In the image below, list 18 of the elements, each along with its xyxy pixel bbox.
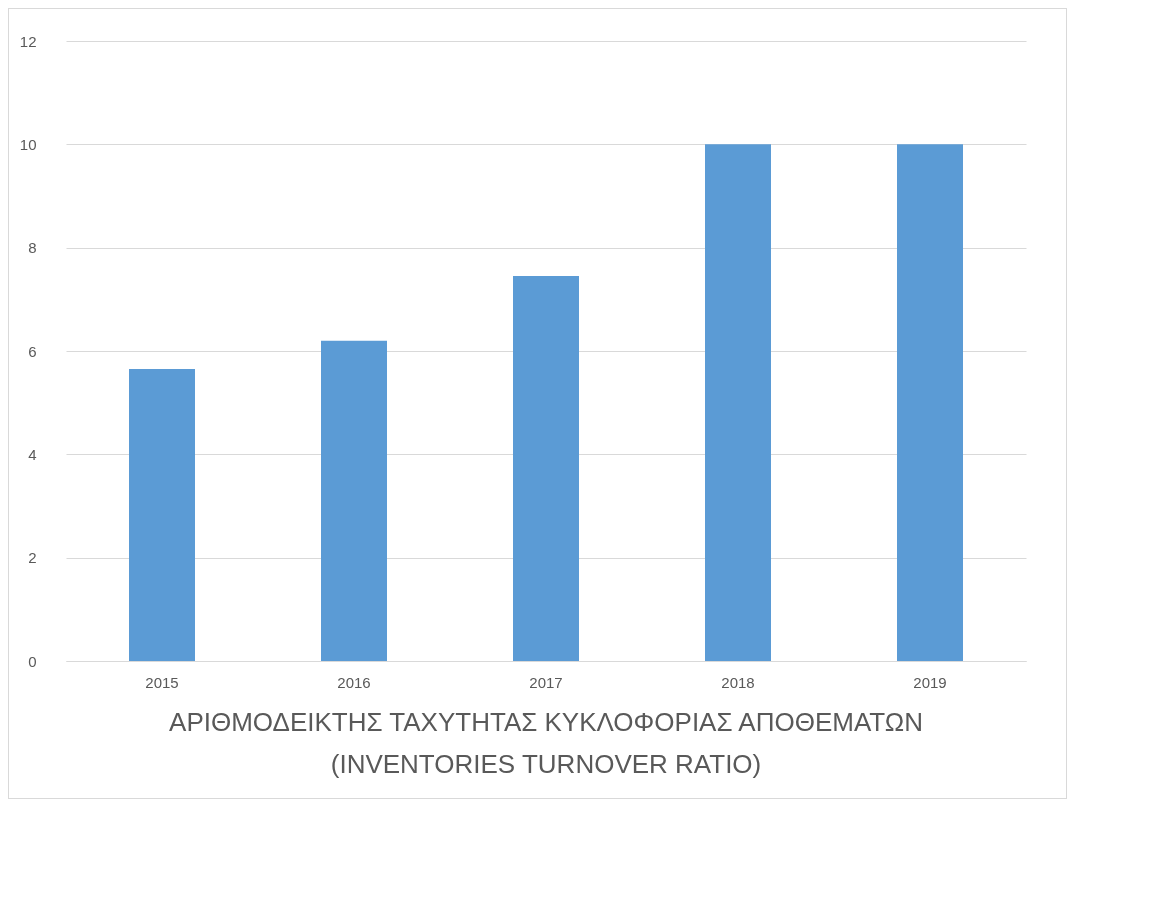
bar bbox=[897, 144, 963, 661]
bar bbox=[705, 144, 771, 661]
x-tick-label: 2019 bbox=[913, 673, 947, 691]
y-tick-label: 10 bbox=[19, 135, 37, 153]
x-tick-label: 2015 bbox=[145, 673, 179, 691]
y-tick-label: 4 bbox=[28, 445, 37, 463]
y-tick-label: 8 bbox=[28, 239, 37, 257]
x-tick-label: 2018 bbox=[721, 673, 755, 691]
x-tick-label: 2017 bbox=[529, 673, 563, 691]
y-tick-label: 6 bbox=[28, 342, 37, 360]
y-tick-label: 12 bbox=[19, 32, 37, 50]
bar bbox=[321, 340, 387, 661]
bar bbox=[513, 276, 579, 661]
y-tick-label: 0 bbox=[28, 652, 37, 670]
x-tick-label: 2016 bbox=[337, 673, 371, 691]
y-tick-label: 2 bbox=[28, 549, 37, 567]
bar bbox=[129, 369, 195, 661]
text: ΑΡΙΘΜΟΔΕΙΚΤΗΣ ΤΑΧΥΤΗΤΑΣ ΚΥΚΛΟΦΟΡΙΑΣ ΑΠΟΘΕΜΑΤΩΝ (INVENTORIES TURNOVER RATIO) bbox=[169, 707, 923, 779]
